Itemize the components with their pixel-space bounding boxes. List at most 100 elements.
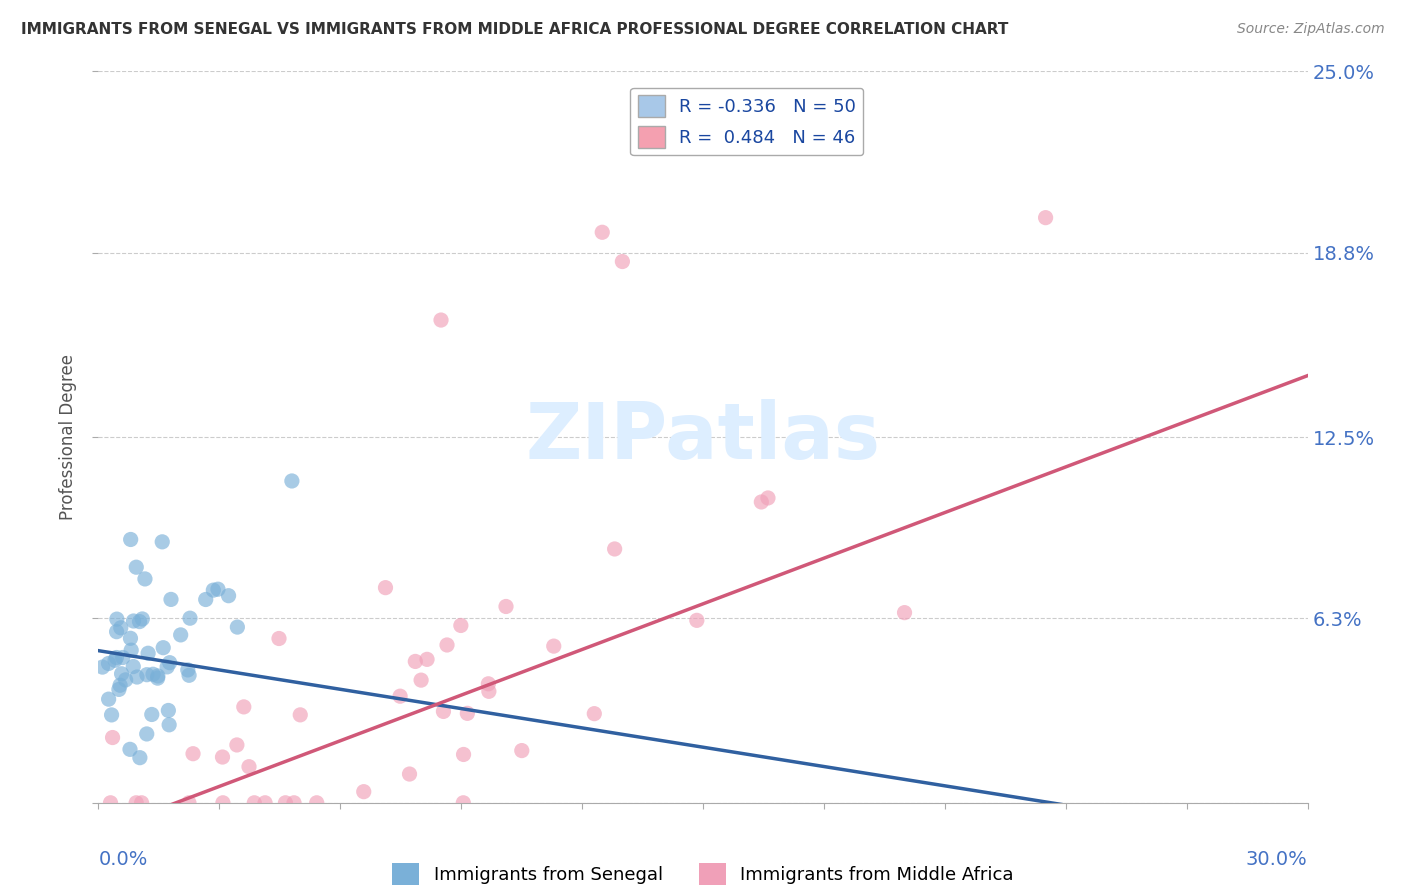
- Point: [398, 767, 420, 781]
- Point: [591, 225, 613, 239]
- Point: [232, 699, 254, 714]
- Point: [159, 656, 181, 670]
- Point: [207, 582, 229, 597]
- Point: [125, 796, 148, 810]
- Point: [478, 684, 501, 698]
- Point: [756, 491, 779, 505]
- Text: ZIPatlas: ZIPatlas: [526, 399, 880, 475]
- Point: [686, 613, 709, 627]
- Point: [411, 673, 433, 687]
- Point: [97, 692, 120, 706]
- Point: [290, 707, 312, 722]
- Point: [125, 560, 148, 574]
- Point: [749, 495, 772, 509]
- Point: [211, 750, 233, 764]
- Point: [118, 742, 141, 756]
- Point: [453, 747, 475, 762]
- Point: [142, 667, 165, 681]
- Point: [267, 632, 290, 646]
- Point: [104, 653, 127, 667]
- Point: [114, 673, 136, 687]
- Point: [141, 707, 163, 722]
- Point: [893, 606, 915, 620]
- Point: [160, 592, 183, 607]
- Point: [1035, 211, 1057, 225]
- Point: [430, 313, 453, 327]
- Point: [194, 592, 217, 607]
- Point: [416, 652, 439, 666]
- Point: [226, 620, 249, 634]
- Point: [283, 796, 305, 810]
- Point: [202, 583, 225, 598]
- Point: [583, 706, 606, 721]
- Point: [157, 718, 180, 732]
- Point: [125, 670, 148, 684]
- Point: [170, 628, 193, 642]
- Point: [105, 612, 128, 626]
- Point: [612, 254, 634, 268]
- Point: [128, 615, 150, 629]
- Point: [150, 534, 173, 549]
- Point: [131, 796, 153, 810]
- Point: [495, 599, 517, 614]
- Point: [181, 747, 204, 761]
- Text: IMMIGRANTS FROM SENEGAL VS IMMIGRANTS FROM MIDDLE AFRICA PROFESSIONAL DEGREE COR: IMMIGRANTS FROM SENEGAL VS IMMIGRANTS FR…: [21, 22, 1008, 37]
- Point: [156, 660, 179, 674]
- Point: [254, 796, 277, 810]
- Point: [111, 650, 134, 665]
- Point: [404, 655, 426, 669]
- Point: [100, 707, 122, 722]
- Point: [453, 796, 475, 810]
- Text: Source: ZipAtlas.com: Source: ZipAtlas.com: [1237, 22, 1385, 37]
- Point: [134, 572, 156, 586]
- Point: [543, 639, 565, 653]
- Point: [281, 474, 304, 488]
- Point: [108, 682, 131, 697]
- Point: [157, 703, 180, 717]
- Point: [218, 589, 240, 603]
- Point: [146, 671, 169, 685]
- Point: [122, 659, 145, 673]
- Point: [374, 581, 396, 595]
- Point: [177, 796, 200, 810]
- Point: [179, 611, 201, 625]
- Point: [105, 624, 128, 639]
- Point: [120, 533, 142, 547]
- Point: [238, 760, 260, 774]
- Point: [152, 640, 174, 655]
- Point: [353, 785, 375, 799]
- Point: [100, 796, 122, 810]
- Point: [110, 621, 132, 635]
- Point: [135, 667, 157, 681]
- Point: [603, 541, 626, 556]
- Point: [128, 750, 150, 764]
- Point: [135, 727, 157, 741]
- Point: [225, 738, 247, 752]
- Point: [101, 731, 124, 745]
- Point: [432, 705, 454, 719]
- Point: [177, 663, 200, 677]
- Point: [436, 638, 458, 652]
- Point: [305, 796, 328, 810]
- Point: [212, 796, 235, 810]
- Point: [146, 669, 169, 683]
- Point: [105, 650, 128, 665]
- Point: [243, 796, 266, 810]
- Point: [131, 612, 153, 626]
- Point: [122, 614, 145, 628]
- Point: [110, 666, 132, 681]
- Legend: Immigrants from Senegal, Immigrants from Middle Africa: Immigrants from Senegal, Immigrants from…: [385, 855, 1021, 892]
- Point: [510, 743, 533, 757]
- Point: [108, 678, 131, 692]
- Y-axis label: Professional Degree: Professional Degree: [59, 354, 77, 520]
- Point: [120, 643, 142, 657]
- Text: 30.0%: 30.0%: [1246, 849, 1308, 869]
- Point: [97, 657, 120, 671]
- Point: [389, 689, 412, 703]
- Point: [136, 646, 159, 660]
- Point: [120, 632, 142, 646]
- Point: [274, 796, 297, 810]
- Point: [450, 618, 472, 632]
- Point: [177, 668, 200, 682]
- Point: [91, 660, 114, 674]
